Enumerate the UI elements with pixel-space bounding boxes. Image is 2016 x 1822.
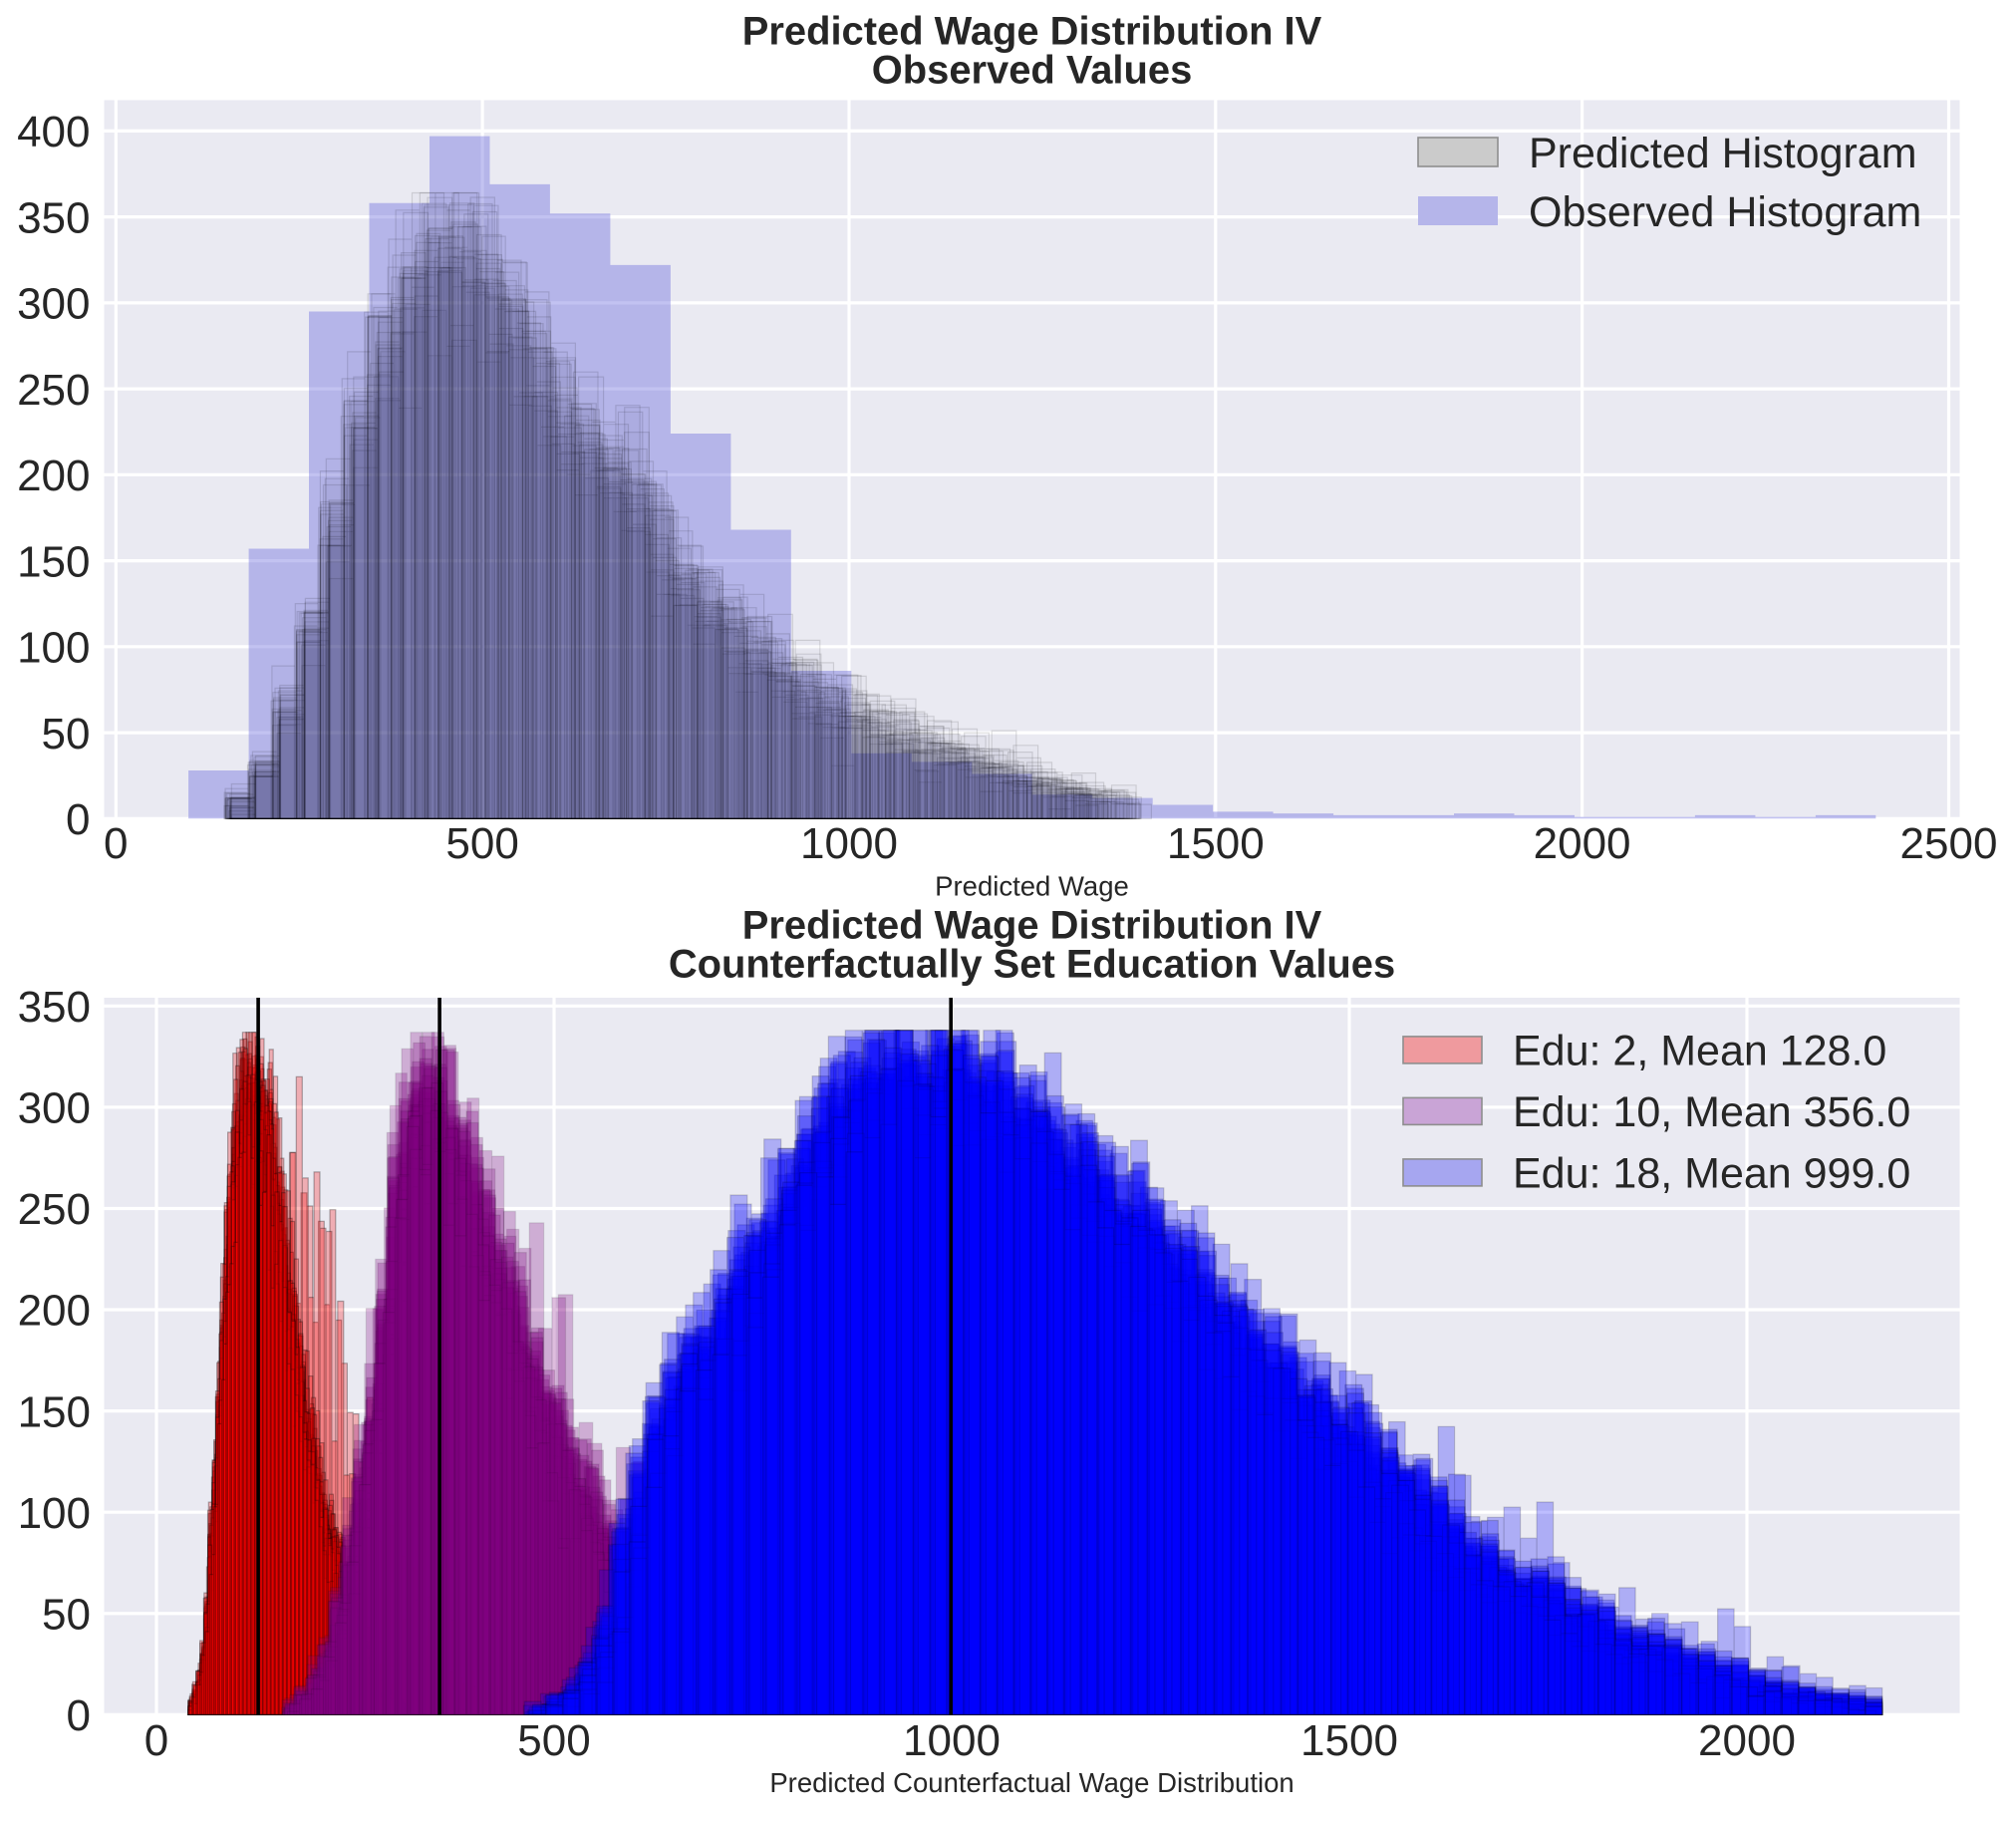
svg-text:500: 500	[517, 1716, 590, 1765]
svg-text:1500: 1500	[1167, 819, 1265, 868]
svg-text:0: 0	[144, 1716, 168, 1765]
svg-text:Edu: 10, Mean 356.0: Edu: 10, Mean 356.0	[1513, 1088, 1910, 1136]
svg-text:Edu: 2, Mean 128.0: Edu: 2, Mean 128.0	[1513, 1028, 1886, 1075]
svg-text:100: 100	[18, 1489, 91, 1538]
svg-text:2000: 2000	[1534, 819, 1631, 868]
svg-text:150: 150	[17, 537, 90, 586]
svg-text:400: 400	[17, 108, 90, 156]
svg-text:Observed Values: Observed Values	[872, 49, 1193, 93]
svg-text:1000: 1000	[800, 819, 898, 868]
svg-text:0: 0	[104, 819, 128, 868]
svg-text:2500: 2500	[1900, 819, 1998, 868]
svg-text:0: 0	[67, 1691, 91, 1740]
svg-text:Observed Histogram: Observed Histogram	[1529, 188, 1921, 236]
svg-text:150: 150	[18, 1387, 91, 1436]
svg-text:1000: 1000	[903, 1716, 1001, 1765]
svg-text:Predicted Wage: Predicted Wage	[935, 871, 1129, 902]
svg-text:250: 250	[18, 1185, 91, 1234]
svg-text:Counterfactually Set Education: Counterfactually Set Education Values	[669, 943, 1395, 987]
svg-text:Predicted Histogram: Predicted Histogram	[1529, 130, 1917, 177]
svg-text:500: 500	[445, 819, 518, 868]
svg-text:350: 350	[18, 983, 91, 1032]
svg-text:Predicted Counterfactual Wage: Predicted Counterfactual Wage Distributi…	[769, 1767, 1294, 1798]
svg-text:300: 300	[17, 280, 90, 329]
svg-text:350: 350	[17, 193, 90, 242]
svg-text:250: 250	[17, 366, 90, 415]
svg-text:50: 50	[42, 1591, 91, 1640]
svg-text:Predicted Wage Distribution IV: Predicted Wage Distribution IV	[742, 904, 1322, 948]
svg-text:300: 300	[18, 1084, 91, 1133]
svg-text:0: 0	[66, 795, 90, 844]
svg-text:200: 200	[18, 1287, 91, 1336]
svg-text:50: 50	[42, 710, 91, 759]
svg-text:100: 100	[17, 624, 90, 673]
svg-text:2000: 2000	[1698, 1716, 1796, 1765]
svg-text:Edu: 18, Mean 999.0: Edu: 18, Mean 999.0	[1513, 1150, 1910, 1198]
svg-text:Predicted Wage Distribution IV: Predicted Wage Distribution IV	[742, 10, 1322, 54]
svg-text:1500: 1500	[1300, 1716, 1398, 1765]
svg-text:200: 200	[17, 452, 90, 500]
